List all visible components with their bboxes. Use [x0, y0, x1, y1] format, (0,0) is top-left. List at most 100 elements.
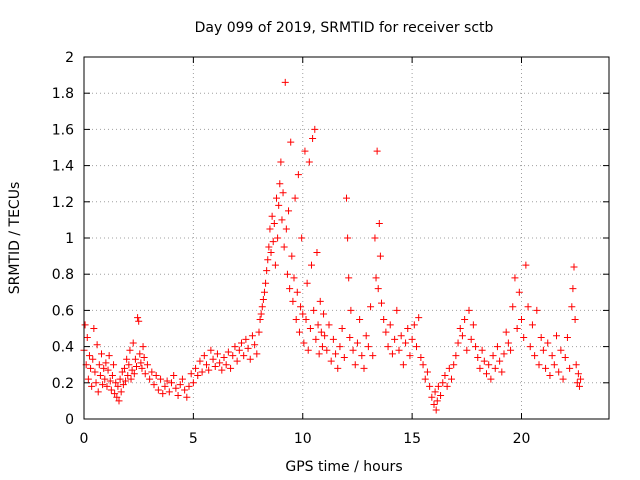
data-point: [114, 382, 122, 390]
data-point: [410, 321, 418, 329]
data-point: [112, 379, 120, 387]
data-point: [283, 270, 291, 278]
x-tick-label: 5: [189, 431, 198, 447]
data-point: [376, 252, 384, 260]
plot-frame: [83, 56, 610, 420]
data-point: [270, 220, 278, 228]
data-point: [373, 147, 381, 155]
data-point: [371, 234, 379, 242]
data-point: [255, 328, 263, 336]
data-point: [433, 397, 441, 405]
data-point: [504, 339, 512, 347]
data-point: [465, 306, 473, 314]
data-point: [498, 368, 506, 376]
data-point: [491, 364, 499, 372]
data-point: [507, 346, 515, 354]
data-point: [375, 220, 383, 228]
data-point: [98, 350, 105, 358]
data-point: [269, 238, 277, 246]
data-point: [146, 375, 154, 383]
data-point: [399, 361, 407, 369]
data-point: [125, 361, 133, 369]
data-point: [489, 352, 497, 360]
data-point: [298, 234, 306, 242]
data-point: [85, 352, 93, 360]
data-point: [235, 346, 243, 354]
data-point: [181, 386, 189, 394]
data-point: [502, 328, 510, 336]
data-point: [92, 379, 100, 387]
data-point: [131, 355, 139, 363]
data-point: [263, 267, 271, 275]
data-point: [242, 335, 250, 343]
data-point: [251, 341, 259, 349]
data-point: [500, 350, 508, 358]
data-point: [285, 207, 293, 215]
data-point: [535, 361, 543, 369]
data-point: [493, 343, 501, 351]
data-point: [417, 353, 425, 361]
y-tick-label: 0.4: [52, 340, 74, 356]
data-point: [124, 372, 132, 380]
data-point: [183, 393, 191, 401]
data-point: [329, 335, 337, 343]
data-point: [174, 391, 182, 399]
data-point: [485, 361, 493, 369]
data-point: [358, 352, 366, 360]
data-point: [117, 388, 125, 396]
data-point: [302, 315, 310, 323]
data-point: [240, 352, 248, 360]
data-point: [104, 366, 112, 374]
data-point: [123, 355, 131, 363]
data-point: [291, 194, 299, 202]
data-point: [404, 325, 412, 332]
y-tick-label: 1.4: [52, 159, 74, 175]
data-point: [311, 125, 319, 133]
data-point: [426, 382, 434, 390]
data-point: [293, 288, 301, 296]
data-point: [216, 359, 224, 367]
data-point: [544, 339, 552, 347]
data-point: [450, 361, 458, 369]
data-point: [300, 339, 308, 347]
data-point: [395, 346, 403, 354]
data-point: [205, 366, 213, 374]
data-point: [553, 332, 560, 340]
data-point: [279, 189, 287, 197]
x-tick-label: 10: [294, 431, 312, 447]
data-point: [402, 339, 410, 347]
data-point: [419, 361, 427, 369]
data-point: [515, 288, 523, 296]
data-point: [176, 381, 184, 389]
y-tick-label: 2: [65, 50, 74, 66]
data-point: [439, 379, 447, 387]
data-point: [314, 321, 322, 329]
data-point: [577, 375, 585, 383]
data-point: [563, 334, 571, 342]
data-point: [437, 391, 445, 399]
data-point: [571, 315, 579, 323]
data-point: [143, 361, 151, 369]
y-axis-title: SRMTID / TECUs: [7, 182, 23, 295]
data-point: [198, 368, 206, 376]
data-point: [213, 350, 221, 358]
x-tick-label: 20: [513, 431, 531, 447]
data-point: [318, 343, 326, 351]
data-point: [262, 279, 270, 287]
data-point: [478, 346, 486, 354]
data-point: [531, 352, 539, 360]
data-point: [338, 325, 346, 332]
data-point: [129, 339, 137, 347]
data-point: [518, 315, 525, 323]
data-point: [315, 350, 323, 358]
data-point: [386, 321, 394, 329]
data-point: [260, 288, 268, 296]
data-point: [246, 355, 254, 363]
data-point: [292, 315, 300, 323]
data-point: [445, 364, 453, 372]
y-tick-label: 0.6: [52, 303, 74, 319]
data-point: [194, 372, 202, 380]
data-point: [211, 363, 219, 371]
data-point: [374, 285, 382, 293]
data-point: [100, 364, 108, 372]
